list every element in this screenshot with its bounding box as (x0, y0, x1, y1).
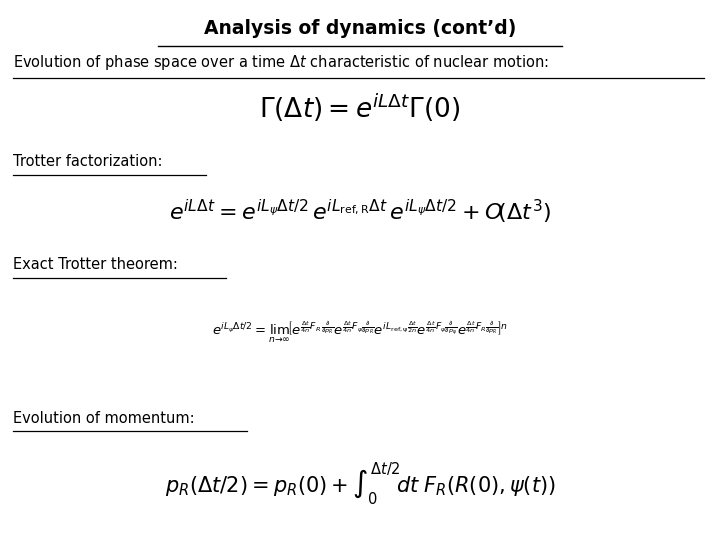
Text: $p_R(\Delta t/2) = p_R(0) + \int_0^{\Delta t/2}\! dt\; F_R(R(0),\psi(t))$: $p_R(\Delta t/2) = p_R(0) + \int_0^{\Del… (165, 460, 555, 507)
Text: $e^{iL\Delta t} = e^{iL_{\psi}\Delta t/2}\, e^{iL_{\rm ref,R}\Delta t}\, e^{iL_{: $e^{iL\Delta t} = e^{iL_{\psi}\Delta t/2… (169, 198, 551, 226)
Text: Evolution of phase space over a time $\Delta t$ characteristic of nuclear motion: Evolution of phase space over a time $\D… (13, 52, 549, 72)
Text: Analysis of dynamics (cont’d): Analysis of dynamics (cont’d) (204, 19, 516, 38)
Text: $e^{iL_{\psi}\Delta t/2} = \lim_{n\to\infty}\!\left[e^{\frac{\Delta t}{4n}F_R\fr: $e^{iL_{\psi}\Delta t/2} = \lim_{n\to\in… (212, 319, 508, 345)
Text: Evolution of momentum:: Evolution of momentum: (13, 411, 194, 426)
Text: $\Gamma(\Delta t) = e^{iL\Delta t}\Gamma(0)$: $\Gamma(\Delta t) = e^{iL\Delta t}\Gamma… (259, 92, 461, 124)
Text: Trotter factorization:: Trotter factorization: (13, 154, 163, 170)
Text: Exact Trotter theorem:: Exact Trotter theorem: (13, 257, 178, 272)
